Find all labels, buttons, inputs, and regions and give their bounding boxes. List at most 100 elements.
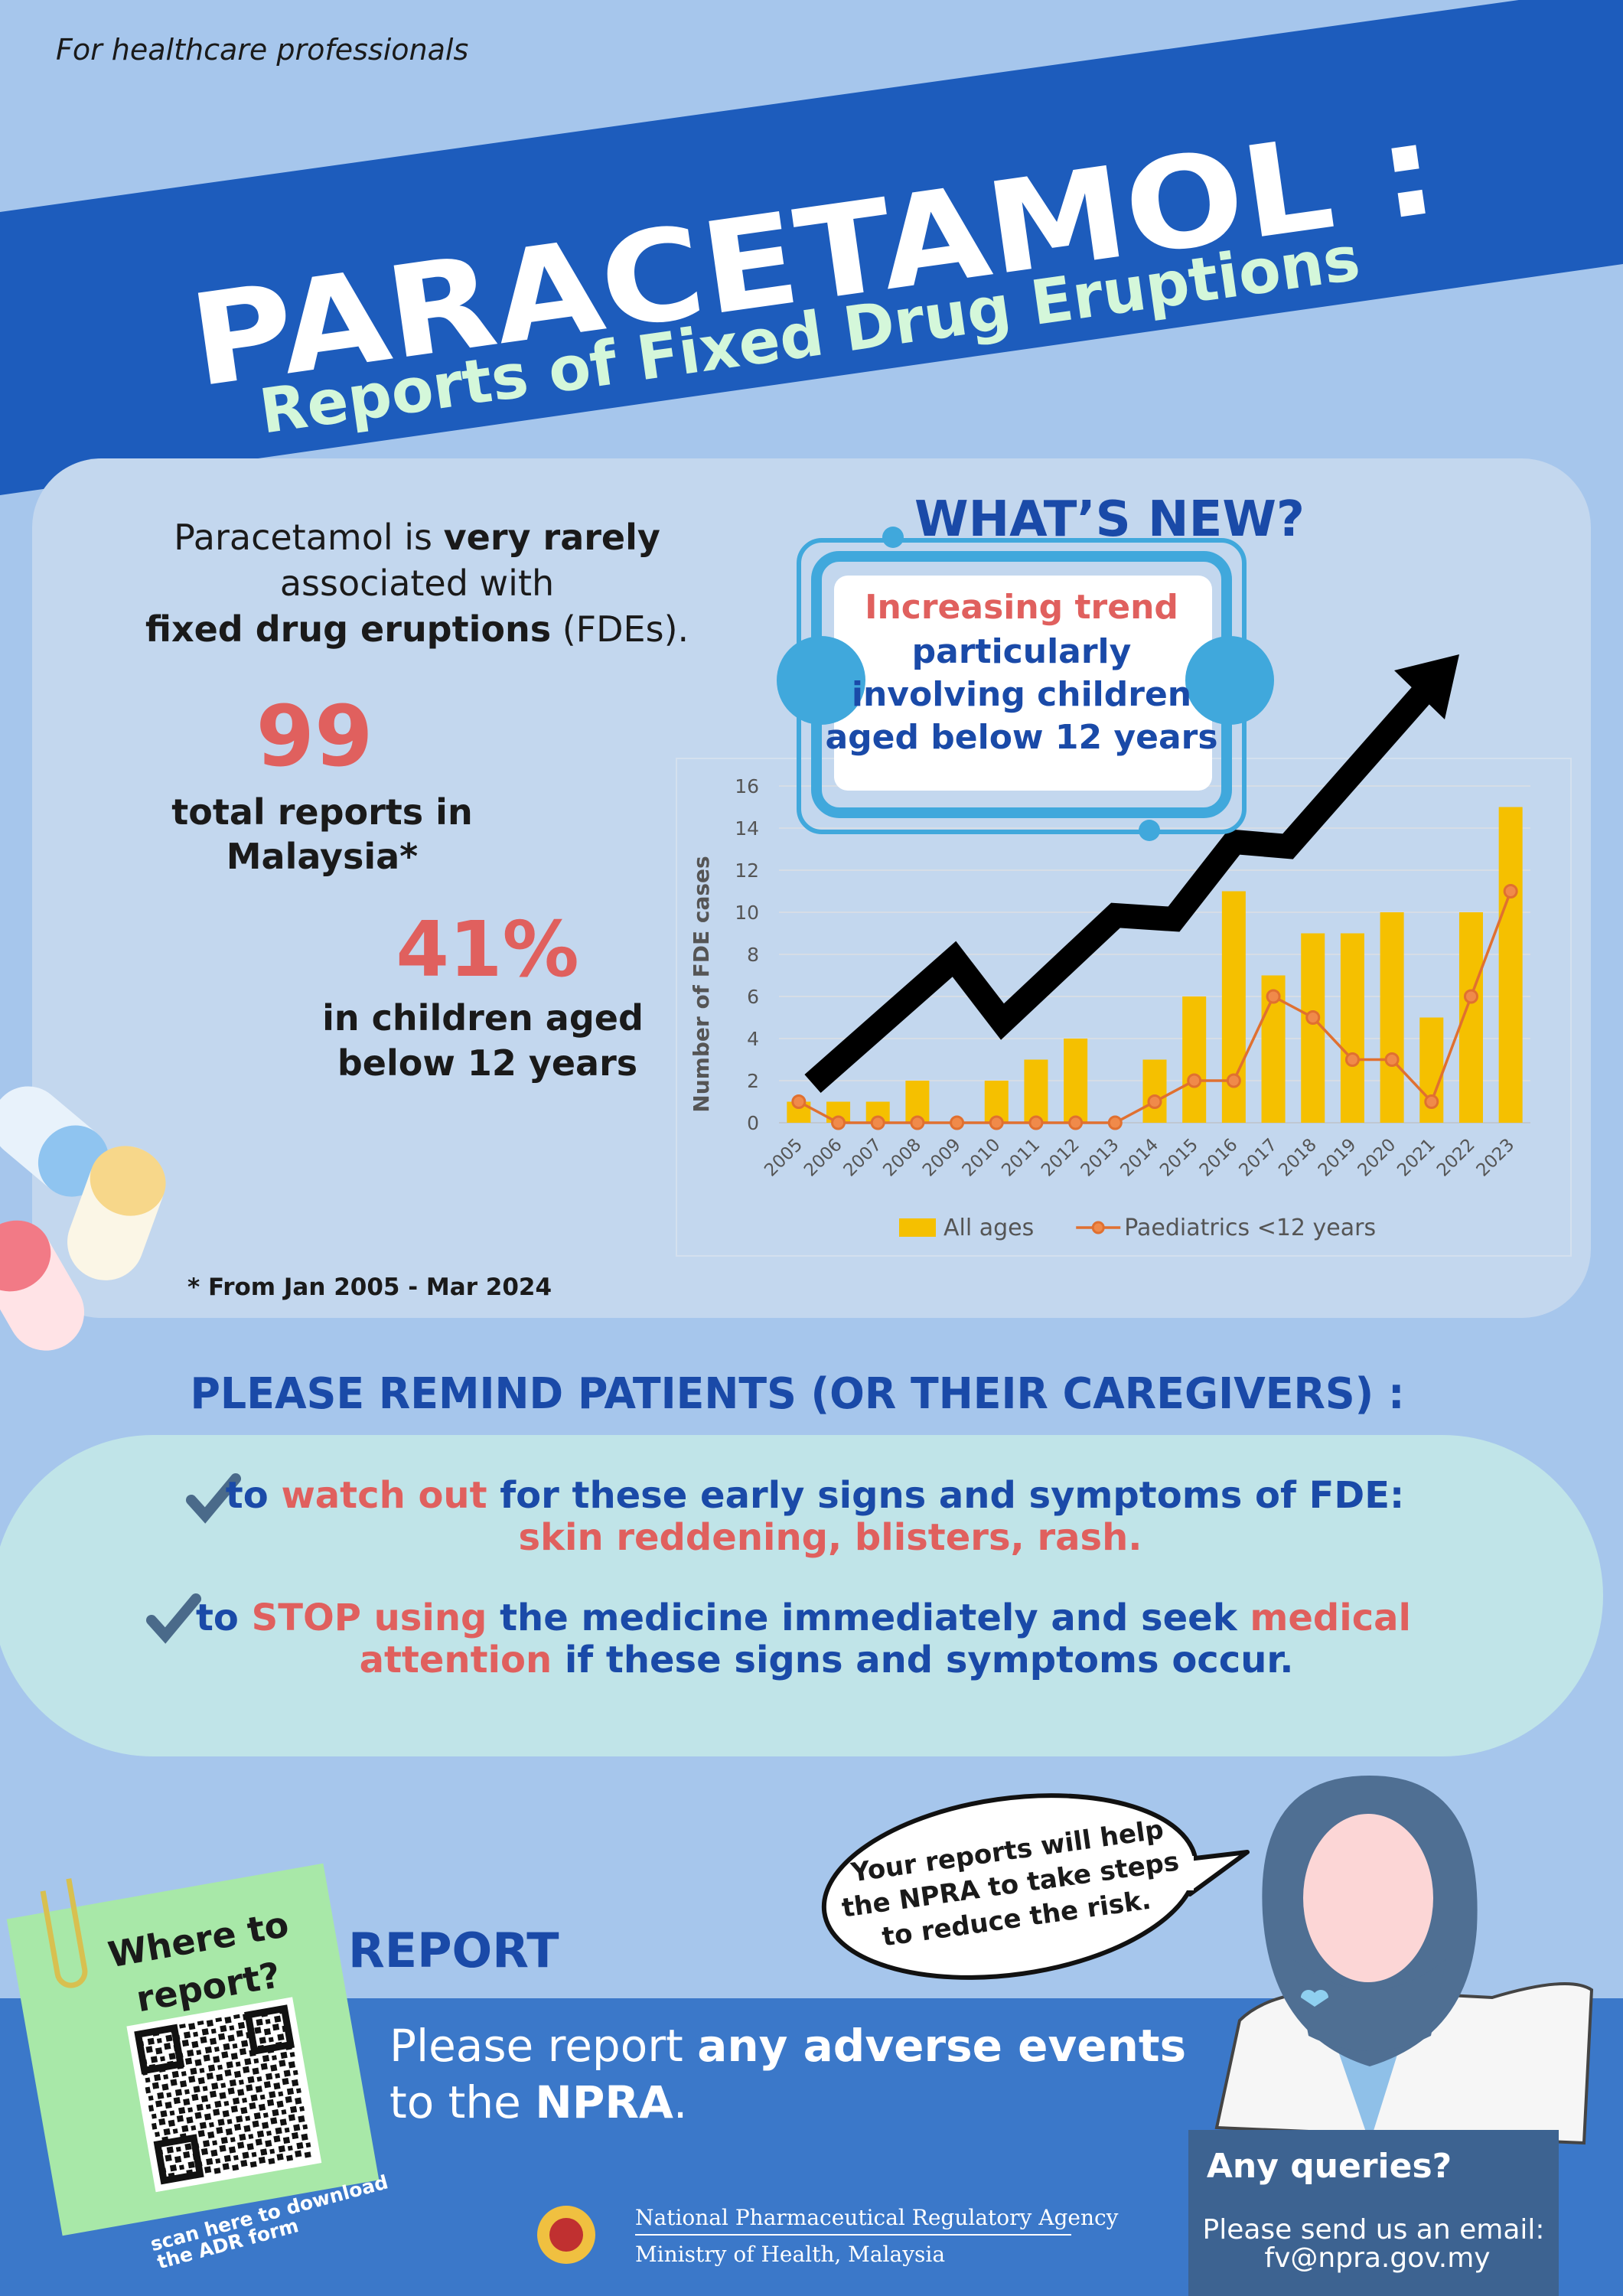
speech-bubble: [821, 1793, 1250, 1980]
agency-name: National Pharmaceutical Regulatory Agenc…: [635, 2205, 1119, 2230]
y-tick-label: 4: [747, 1028, 759, 1050]
bar: [1380, 912, 1404, 1123]
line-marker: [1384, 1052, 1400, 1067]
pharmacist-figure: [1214, 1776, 1594, 2145]
line-marker: [791, 1094, 807, 1109]
stat-label: Malaysia*: [227, 836, 418, 877]
queries-text: Please send us an email:: [1202, 2214, 1544, 2245]
y-tick-label: 6: [747, 986, 759, 1008]
whats-new-heading: WHAT’S NEW?: [914, 491, 1305, 548]
report-text: Please report: [389, 2020, 697, 2072]
reminder-heading: PLEASE REMIND PATIENTS (OR THEIR CAREGIV…: [191, 1369, 1405, 1419]
reminder-emphasis: attention: [360, 1639, 552, 1681]
stat-label: total reports in: [171, 791, 472, 833]
line-marker: [1305, 1010, 1321, 1025]
intro-emphasis: fixed drug eruptions: [145, 608, 551, 650]
line-marker: [910, 1115, 925, 1130]
sticky-note: [6, 1863, 380, 2236]
reminder-panel: [0, 1435, 1603, 1756]
reminder-emphasis: STOP using: [252, 1596, 487, 1639]
report-text: to the: [389, 2076, 535, 2128]
intro-text: Paracetamol is: [174, 517, 444, 558]
line-marker: [1028, 1115, 1044, 1130]
legend-label: Paediatrics <12 years: [1124, 1215, 1376, 1241]
y-tick-label: 2: [747, 1070, 759, 1092]
report-text: .: [673, 2076, 687, 2128]
whats-new-frame: [777, 527, 1274, 841]
stat-label: below 12 years: [337, 1042, 637, 1084]
line-marker: [1068, 1115, 1084, 1130]
bar: [1142, 1059, 1167, 1123]
line-marker: [1344, 1052, 1360, 1067]
line-marker: [1503, 884, 1518, 899]
bar: [1064, 1039, 1088, 1123]
reminder-emphasis: watch out: [281, 1474, 487, 1517]
y-tick-label: 0: [747, 1112, 759, 1134]
whats-new-highlight: Increasing trend: [865, 588, 1178, 627]
report-emphasis: any adverse events: [697, 2020, 1186, 2072]
bar: [1182, 996, 1207, 1123]
reminder-text: if these signs and symptoms occur.: [552, 1639, 1293, 1681]
legend-swatch: [1091, 1221, 1105, 1234]
line-marker: [950, 1115, 965, 1130]
y-tick-label: 12: [735, 859, 759, 882]
stat-value: 99: [256, 687, 373, 785]
y-tick-label: 14: [735, 817, 759, 840]
agency-logo: [537, 2206, 595, 2264]
reminder-line: skin reddening, blisters, rash.: [519, 1516, 1142, 1559]
queries-email[interactable]: fv@npra.gov.my: [1264, 2242, 1490, 2274]
line-marker: [870, 1115, 885, 1130]
y-tick-label: 10: [735, 902, 759, 924]
legend-swatch: [899, 1218, 936, 1237]
line-marker: [989, 1115, 1004, 1130]
whats-new-text: particularly: [912, 632, 1132, 671]
bar: [1024, 1059, 1048, 1123]
reminder-text: the medicine immediately and seek: [487, 1596, 1250, 1639]
line-marker: [1147, 1094, 1162, 1109]
whats-new-text: involving children: [852, 675, 1191, 714]
whats-new-text: aged below 12 years: [825, 718, 1217, 757]
line-marker: [1463, 989, 1478, 1004]
bar: [1221, 891, 1246, 1123]
reminder-emphasis: skin reddening, blisters, rash.: [519, 1516, 1142, 1559]
stat-value: 41%: [396, 905, 578, 994]
bar: [1498, 807, 1523, 1123]
reminder-text: for these early signs and symptoms of FD…: [487, 1474, 1405, 1517]
intro-line: associated with: [280, 563, 554, 604]
reminder-emphasis: medical: [1250, 1596, 1411, 1639]
report-emphasis: NPRA: [535, 2076, 673, 2128]
line-marker: [1424, 1094, 1439, 1109]
y-tick-label: 8: [747, 944, 759, 966]
line-marker: [831, 1115, 846, 1130]
report-line: to the NPRA.: [389, 2076, 687, 2128]
report-heading: REPORT: [348, 1923, 559, 1978]
trend-arrow: [804, 654, 1459, 1094]
report-line: Please report any adverse events: [389, 2020, 1186, 2072]
reminder-text: to: [226, 1474, 282, 1517]
intro-text: associated with: [280, 563, 554, 604]
footnote: * From Jan 2005 - Mar 2024: [187, 1274, 552, 1301]
reminder-line: to watch out for these early signs and s…: [226, 1474, 1404, 1517]
pill-decoration: [0, 1086, 166, 1351]
agency-ministry: Ministry of Health, Malaysia: [635, 2242, 945, 2267]
line-marker: [1226, 1073, 1241, 1088]
line-marker: [1107, 1115, 1123, 1130]
title-banner: [0, 0, 1623, 495]
reminder-line: attention if these signs and symptoms oc…: [360, 1639, 1294, 1681]
check-mark: [146, 1593, 201, 1644]
y-tick-label: 16: [735, 775, 759, 797]
reminder-text: to: [196, 1596, 252, 1639]
reminder-line: to STOP using the medicine immediately a…: [196, 1596, 1411, 1639]
line-marker: [1187, 1073, 1202, 1088]
bar: [1301, 933, 1325, 1123]
line-marker: [1266, 989, 1281, 1004]
legend-label: All ages: [943, 1215, 1034, 1241]
intro-line: Paracetamol is very rarely: [174, 517, 660, 558]
intro-text: (FDEs).: [551, 608, 689, 650]
y-axis-label: Number of FDE cases: [689, 856, 714, 1112]
intro-line: fixed drug eruptions (FDEs).: [145, 608, 689, 650]
check-mark: [186, 1473, 241, 1524]
queries-box: [1188, 2130, 1559, 2296]
